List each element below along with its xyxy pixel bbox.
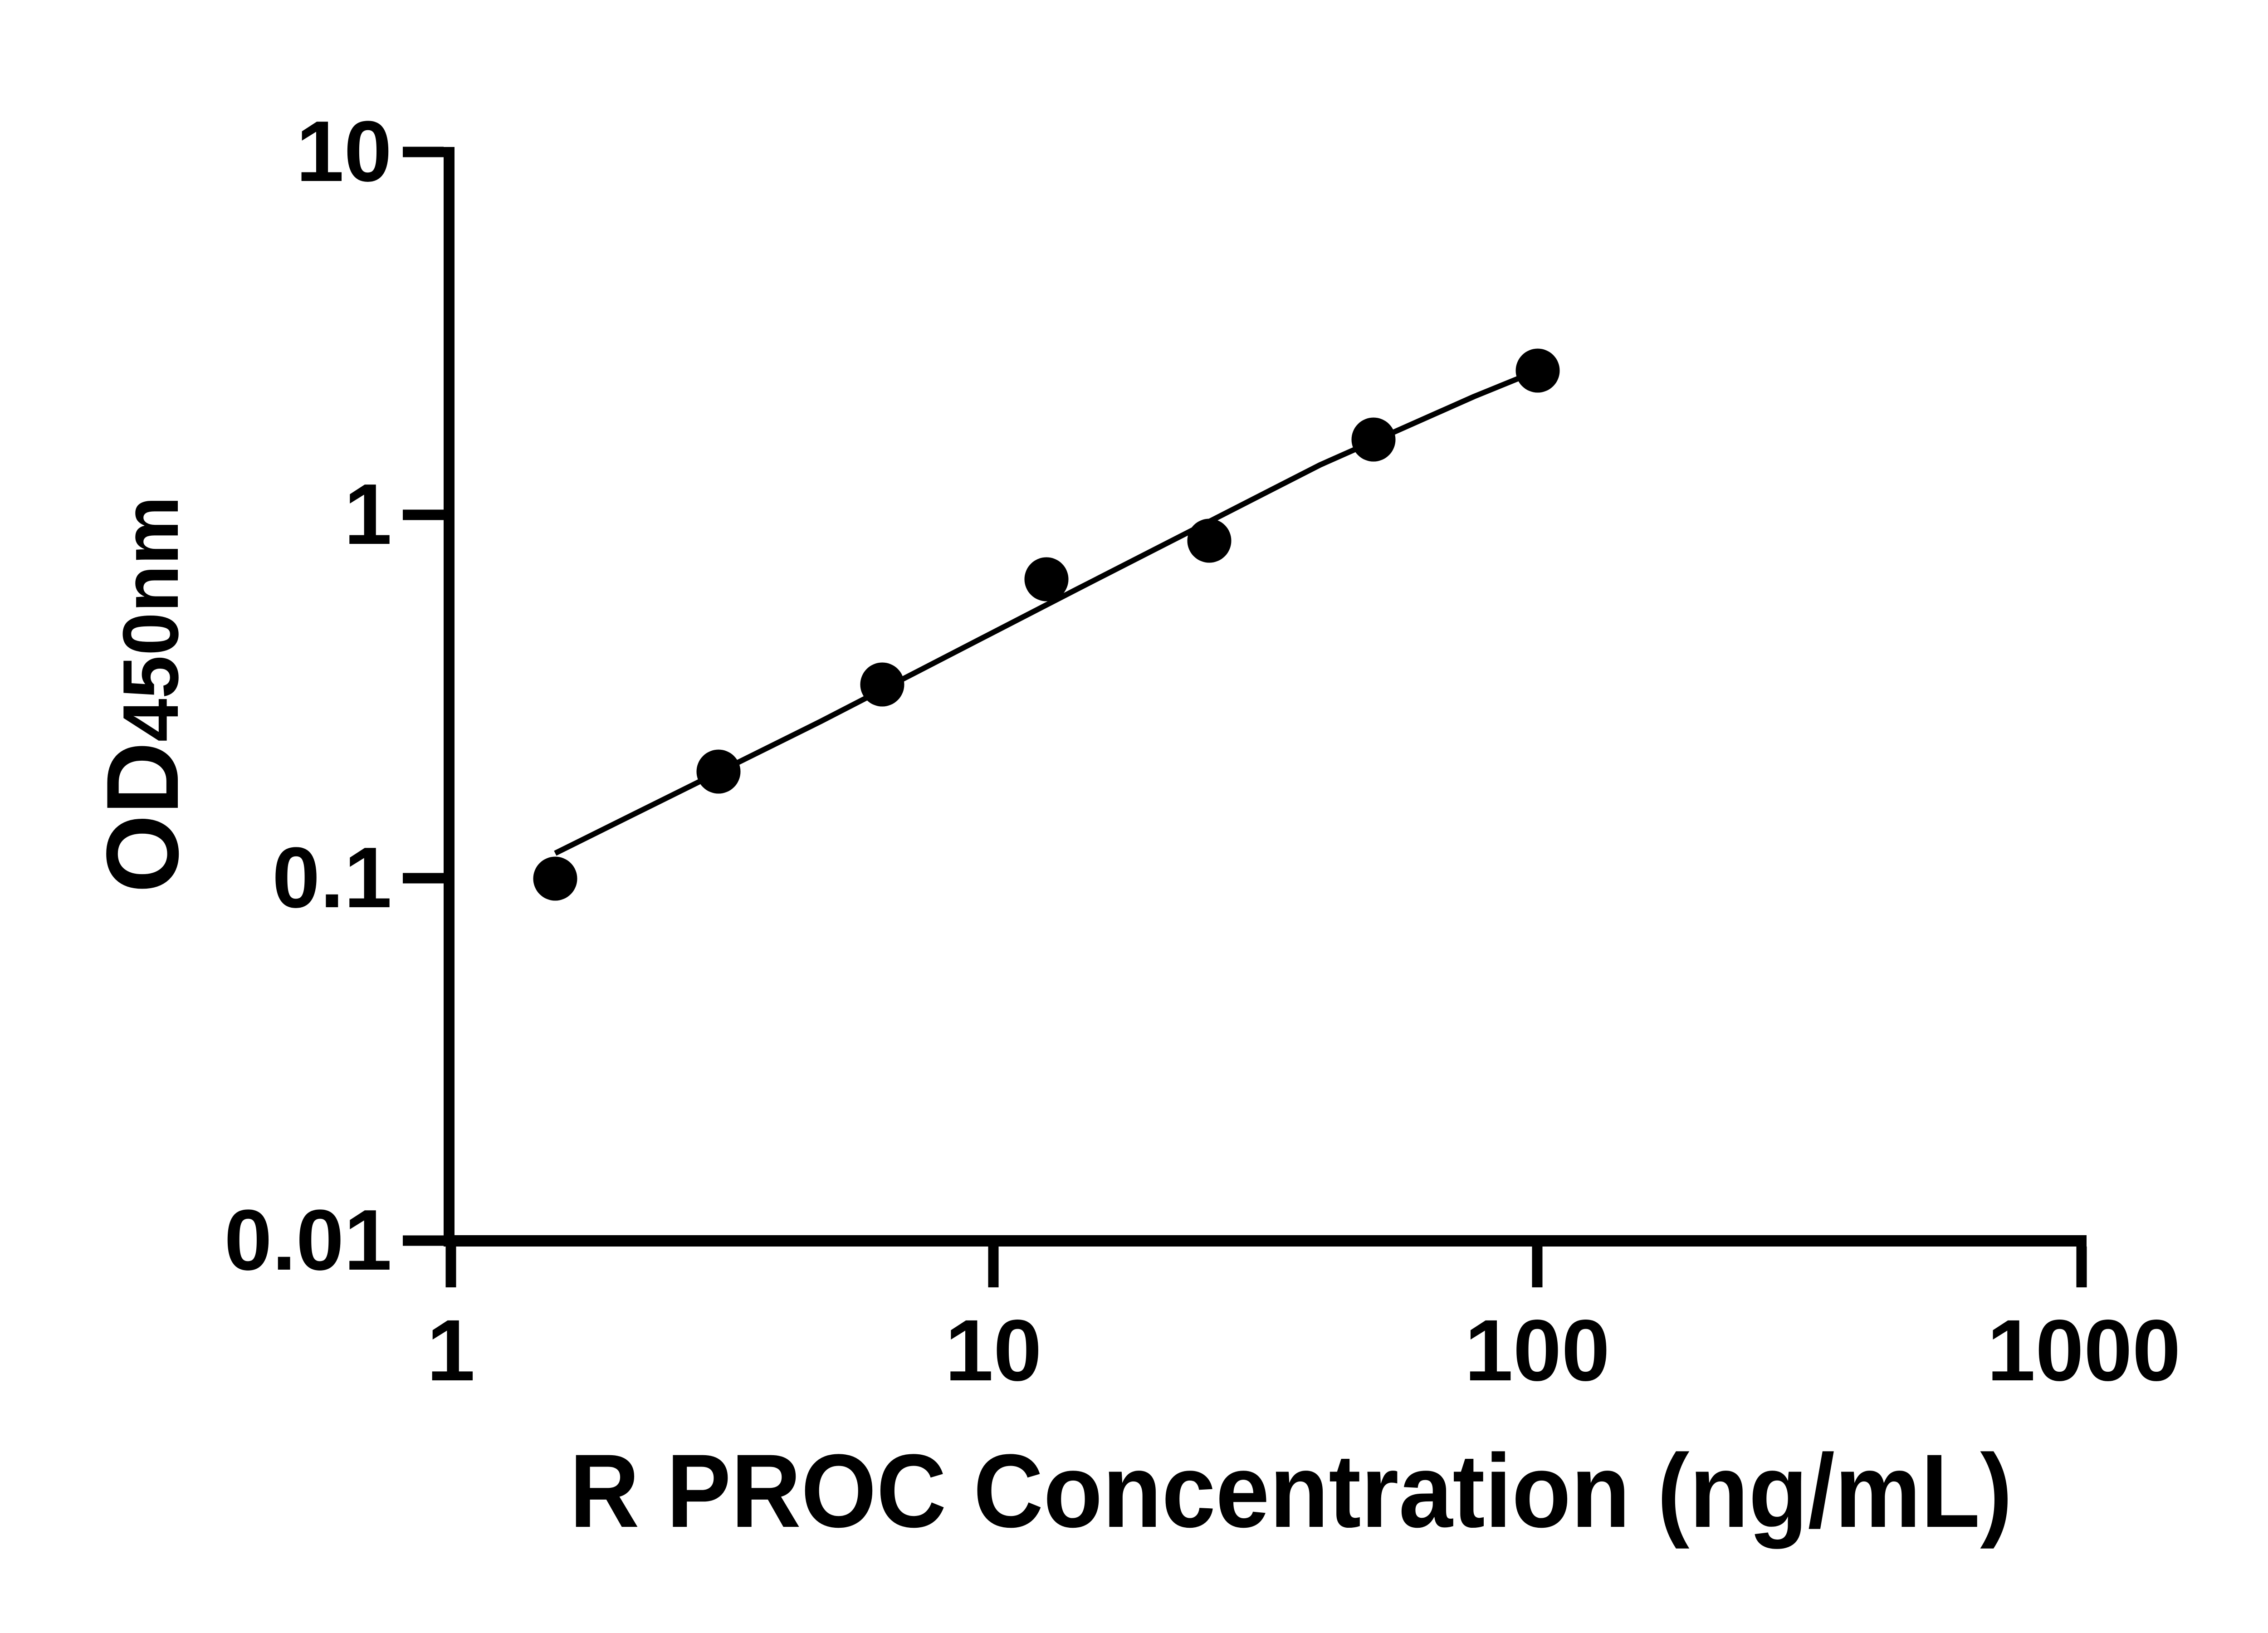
- svg-text:0.01: 0.01: [224, 1192, 392, 1288]
- svg-text:10: 10: [945, 1301, 1042, 1399]
- svg-text:1: 1: [427, 1301, 475, 1399]
- svg-text:OD450nm: OD450nm: [85, 496, 200, 893]
- svg-text:R PROC Concentration (ng/mL): R PROC Concentration (ng/mL): [570, 1433, 2013, 1549]
- svg-text:100: 100: [1465, 1301, 1610, 1399]
- svg-text:0.1: 0.1: [272, 830, 392, 926]
- svg-text:10: 10: [296, 103, 392, 200]
- svg-text:1000: 1000: [1987, 1301, 2180, 1399]
- svg-text:1: 1: [344, 466, 392, 562]
